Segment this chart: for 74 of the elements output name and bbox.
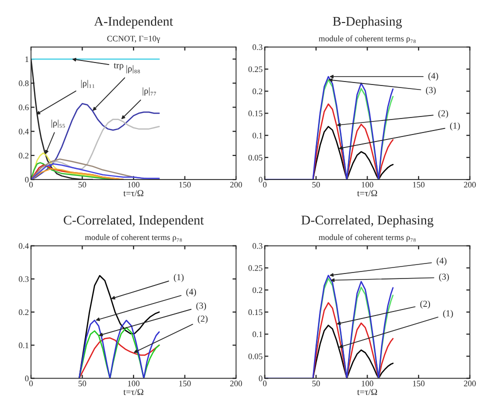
x-tick-label: 0 (29, 182, 33, 188)
y-tick-label: 0.1 (252, 332, 262, 338)
y-tick-label: 0.3 (18, 276, 29, 282)
y-tick-label: 0.05 (248, 154, 262, 160)
annotation: (3) (196, 302, 206, 311)
x-tick-label: 200 (230, 182, 242, 188)
x-axis-title: t=τ/Ω (357, 388, 378, 396)
y-tick-label: 0.05 (248, 354, 262, 360)
chart-subtitle: module of coherent terms ρ₇₈ (318, 35, 416, 44)
annotation: |ρ|₁₁ (81, 80, 94, 88)
annotation: (3) (439, 273, 449, 282)
annotation: |ρ|₅₅ (52, 120, 65, 128)
x-tick-label: 200 (464, 182, 476, 188)
y-tick-label: 0.15 (248, 309, 262, 316)
annotation: (1) (174, 274, 184, 282)
chart-title: B-Dephasing (332, 16, 402, 28)
y-tick-label: 0.3 (252, 243, 262, 249)
x-tick-label: 100 (362, 182, 374, 188)
y-tick-label: 0.2 (252, 88, 262, 94)
x-tick-label: 50 (78, 380, 86, 386)
x-tick-label: 100 (128, 182, 140, 188)
annotation: (4) (186, 288, 196, 297)
y-tick-label: 0.6 (18, 104, 29, 110)
annotation: (4) (436, 257, 446, 266)
annotation: |ρ|₈₈ (126, 65, 140, 74)
chart-subtitle: module of coherent terms ρ₇₈ (84, 234, 182, 242)
y-tick-label: 0.1 (18, 342, 28, 348)
x-tick-label: 100 (128, 380, 140, 386)
x-axis-title: t=τ/Ω (357, 190, 378, 196)
x-tick-label: 150 (179, 380, 191, 386)
x-tick-label: 150 (413, 380, 425, 386)
annotation: (2) (438, 110, 448, 118)
x-tick-label: 200 (230, 380, 242, 386)
y-tick-label: 0 (25, 176, 29, 183)
y-tick-label: 0.15 (248, 110, 262, 116)
y-tick-label: 0 (25, 376, 29, 382)
x-tick-label: 150 (413, 182, 425, 188)
y-tick-label: 0 (258, 176, 262, 183)
x-tick-label: 50 (312, 380, 320, 386)
annotation: |ρ|₇₇ (142, 87, 156, 96)
x-tick-label: 0 (263, 182, 267, 188)
annotation: (1) (450, 122, 460, 130)
x-tick-label: 50 (312, 182, 320, 188)
y-tick-label: 0.4 (18, 243, 29, 249)
y-tick-label: 0 (258, 376, 262, 382)
chart-subtitle: module of coherent terms ρ₇₈ (318, 234, 416, 242)
x-axis-title: t=τ/Ω (123, 190, 144, 196)
annotation: (1) (443, 310, 453, 318)
x-tick-label: 0 (263, 380, 267, 386)
annotation: (3) (426, 86, 436, 95)
chart-title: D-Correlated, Dephasing (301, 215, 434, 228)
y-tick-label: 0.25 (248, 66, 262, 72)
annotation: (2) (198, 315, 208, 324)
y-tick-label: 0.8 (18, 80, 29, 86)
y-tick-label: 0.4 (18, 128, 29, 134)
y-tick-label: 0.25 (248, 265, 262, 271)
x-tick-label: 150 (179, 182, 191, 188)
x-tick-label: 50 (78, 182, 86, 188)
x-tick-label: 100 (362, 380, 374, 386)
chart-title: C-Correlated, Independent (64, 215, 204, 228)
x-axis-title: t=τ/Ω (123, 388, 144, 396)
y-tick-label: 0.2 (18, 152, 28, 158)
y-tick-label: 0.2 (252, 287, 262, 293)
y-tick-label: 0.1 (252, 132, 262, 138)
annotation: (2) (420, 300, 430, 309)
chart-title: A-Independent (94, 16, 174, 28)
y-tick-label: 0.3 (252, 44, 262, 50)
annotation: trρ (114, 63, 124, 70)
x-tick-label: 0 (29, 380, 33, 386)
y-tick-label: 0.2 (18, 309, 28, 316)
x-tick-label: 200 (464, 380, 476, 386)
annotation: (4) (428, 72, 438, 81)
chart-subtitle: CCNOT, Γ=10γ (107, 36, 160, 44)
y-tick-label: 1 (25, 56, 28, 62)
